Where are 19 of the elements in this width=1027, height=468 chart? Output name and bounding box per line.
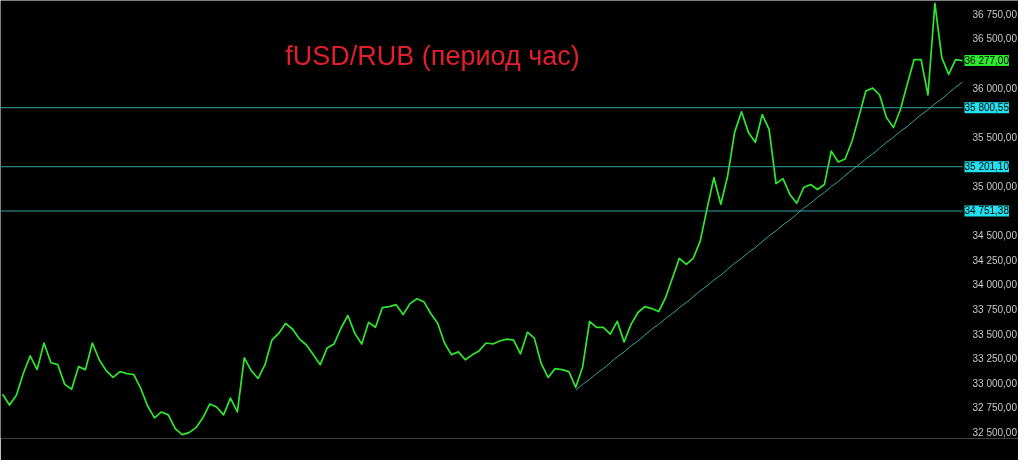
ref-line-label: 34 751,38	[964, 205, 1010, 217]
y-tick-label: 33 500,00	[972, 328, 1018, 340]
y-tick-label: 36 500,00	[972, 33, 1018, 45]
y-tick-label: 34 250,00	[972, 254, 1018, 266]
y-tick-label: 35 000,00	[972, 181, 1018, 193]
y-tick-label: 34 500,00	[972, 230, 1018, 242]
y-tick-label: 36 000,00	[972, 82, 1018, 94]
y-tick-label: 34 000,00	[972, 279, 1018, 291]
ref-line-label: 35 800,55	[964, 102, 1010, 114]
y-tick-label: 33 000,00	[972, 377, 1018, 389]
y-tick-label: 33 750,00	[972, 304, 1018, 316]
y-tick-label: 33 250,00	[972, 353, 1018, 365]
text: fUSD/RUB (период час)	[285, 40, 580, 71]
ref-line-label: 35 201,10	[964, 161, 1010, 173]
y-tick-label: 36 750,00	[972, 8, 1018, 20]
y-tick-label: 32 500,00	[972, 427, 1018, 439]
y-tick-label: 32 750,00	[972, 402, 1018, 414]
text: 36 277,00	[964, 55, 1010, 67]
y-tick-label: 35 500,00	[972, 131, 1018, 143]
